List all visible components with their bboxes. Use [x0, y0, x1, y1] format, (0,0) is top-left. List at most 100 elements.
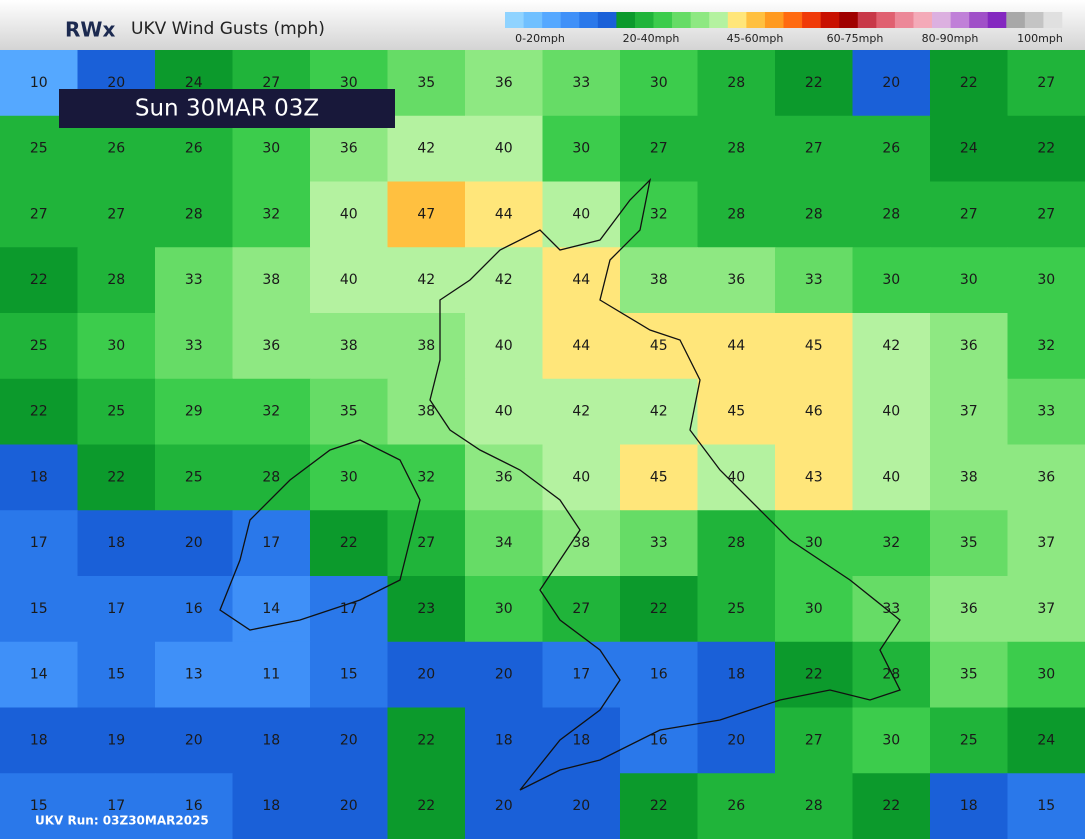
gust-value: 35: [960, 535, 978, 551]
legend-swatch: [672, 12, 691, 28]
gust-cell: [77, 378, 156, 445]
gust-value: 28: [262, 469, 280, 485]
gust-value: 22: [650, 601, 668, 617]
gust-value: 20: [495, 798, 513, 814]
gust-value: 29: [185, 404, 203, 420]
legend-swatch: [857, 12, 877, 28]
gust-value: 36: [495, 469, 513, 485]
gust-value: 38: [960, 469, 978, 485]
gust-value: 22: [417, 798, 435, 814]
gust-cell: [930, 773, 1008, 839]
gust-value: 38: [417, 338, 435, 354]
gust-cell: [930, 576, 1008, 643]
gust-value: 36: [495, 75, 513, 91]
legend-swatch: [653, 12, 673, 28]
gust-cell: [232, 181, 311, 248]
gust-value: 27: [650, 141, 668, 157]
gust-cell: [77, 641, 156, 708]
legend-swatch: [913, 12, 933, 28]
gust-value: 25: [727, 601, 745, 617]
gust-value: 17: [262, 535, 280, 551]
legend-swatch: [560, 12, 580, 28]
gust-cell: [697, 313, 776, 380]
gust-value: 18: [30, 469, 48, 485]
gust-cell: [620, 510, 698, 577]
gust-value: 20: [107, 75, 125, 91]
gust-value: 33: [805, 272, 823, 288]
gust-value: 17: [107, 798, 125, 814]
gust-value: 28: [882, 206, 900, 222]
legend-swatch: [820, 12, 840, 28]
gust-cell: [387, 510, 466, 577]
gust-cell: [0, 247, 78, 314]
gust-value: 33: [185, 272, 203, 288]
gust-value: 44: [727, 338, 745, 354]
gust-value: 22: [30, 272, 48, 288]
gust-value: 45: [650, 338, 668, 354]
gust-value: 37: [1037, 601, 1055, 617]
gust-cell: [542, 115, 621, 182]
gust-cell: [930, 707, 1008, 774]
gust-value: 20: [572, 798, 590, 814]
gust-value: 40: [495, 404, 513, 420]
gust-value: 42: [495, 272, 513, 288]
gust-cell: [155, 313, 233, 380]
gust-cell: [232, 444, 311, 511]
gust-cell: [465, 50, 543, 117]
gust-cell: [542, 641, 621, 708]
gust-cell: [620, 707, 698, 774]
gust-value: 36: [960, 338, 978, 354]
gust-value: 27: [262, 75, 280, 91]
gust-cell: [0, 641, 78, 708]
gust-cell: [0, 707, 78, 774]
gust-value: 28: [727, 75, 745, 91]
gust-cell: [930, 50, 1008, 117]
gust-cell: [155, 773, 233, 839]
gust-cell: [465, 641, 543, 708]
time-box: [59, 89, 395, 128]
gust-value: 36: [340, 141, 358, 157]
gust-value: 20: [882, 75, 900, 91]
legend-swatch: [1043, 12, 1063, 28]
gust-cell: [930, 444, 1008, 511]
gust-value: 20: [185, 732, 203, 748]
gust-value: 16: [650, 732, 668, 748]
gust-cell: [465, 115, 543, 182]
gust-value: 27: [417, 535, 435, 551]
gust-value: 18: [495, 732, 513, 748]
legend-swatch: [950, 12, 970, 28]
gust-value: 22: [882, 798, 900, 814]
gust-cell: [542, 576, 621, 643]
gust-value: 18: [960, 798, 978, 814]
gust-cell: [542, 707, 621, 774]
gust-value: 30: [572, 141, 590, 157]
gust-cell: [620, 576, 698, 643]
gust-cell: [775, 707, 853, 774]
gust-value: 33: [185, 338, 203, 354]
gust-value: 28: [185, 206, 203, 222]
gust-value: 37: [960, 404, 978, 420]
gust-value: 26: [107, 141, 125, 157]
gust-cell: [852, 378, 931, 445]
gust-cell: [852, 181, 931, 248]
gust-cell: [1007, 115, 1085, 182]
legend-swatch: [1024, 12, 1044, 28]
gust-value: 22: [960, 75, 978, 91]
gust-cell: [232, 378, 311, 445]
legend-swatch: [634, 12, 654, 28]
gust-cell: [0, 510, 78, 577]
gust-value: 20: [417, 667, 435, 683]
gust-value: 30: [1037, 272, 1055, 288]
gust-value: 11: [262, 667, 280, 683]
gust-value: 27: [30, 206, 48, 222]
gust-cell: [232, 510, 311, 577]
gust-value: 18: [30, 732, 48, 748]
legend-swatch: [969, 12, 989, 28]
gust-value: 24: [960, 141, 978, 157]
gust-value: 35: [340, 404, 358, 420]
gust-value: 18: [262, 798, 280, 814]
gust-value: 27: [107, 206, 125, 222]
legend-swatch: [709, 12, 729, 28]
gust-cell: [465, 181, 543, 248]
gust-value: 18: [727, 667, 745, 683]
